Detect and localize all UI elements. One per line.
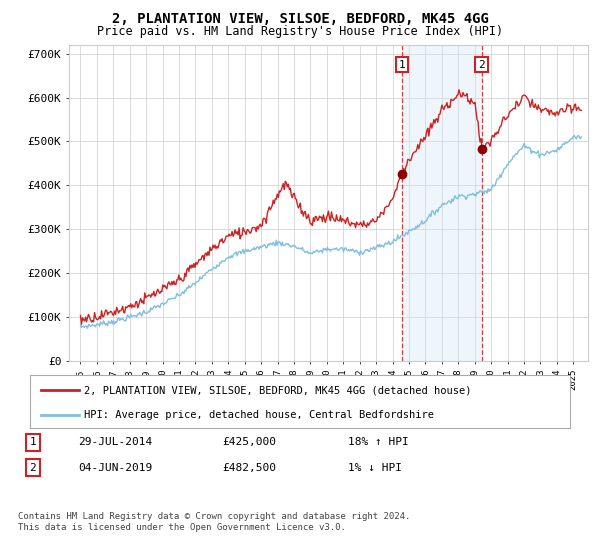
Text: 2: 2 — [478, 59, 485, 69]
Text: 04-JUN-2019: 04-JUN-2019 — [78, 463, 152, 473]
Text: 2: 2 — [29, 463, 37, 473]
Text: Price paid vs. HM Land Registry's House Price Index (HPI): Price paid vs. HM Land Registry's House … — [97, 25, 503, 38]
Text: 1: 1 — [29, 437, 37, 447]
Text: 29-JUL-2014: 29-JUL-2014 — [78, 437, 152, 447]
Text: HPI: Average price, detached house, Central Bedfordshire: HPI: Average price, detached house, Cent… — [84, 409, 434, 419]
Text: 1% ↓ HPI: 1% ↓ HPI — [348, 463, 402, 473]
Text: 2, PLANTATION VIEW, SILSOE, BEDFORD, MK45 4GG (detached house): 2, PLANTATION VIEW, SILSOE, BEDFORD, MK4… — [84, 385, 472, 395]
Text: 1: 1 — [398, 59, 405, 69]
Text: 18% ↑ HPI: 18% ↑ HPI — [348, 437, 409, 447]
Text: £425,000: £425,000 — [222, 437, 276, 447]
Bar — [402, 45, 482, 361]
Text: Contains HM Land Registry data © Crown copyright and database right 2024.
This d: Contains HM Land Registry data © Crown c… — [18, 512, 410, 532]
Text: £482,500: £482,500 — [222, 463, 276, 473]
Text: 2, PLANTATION VIEW, SILSOE, BEDFORD, MK45 4GG: 2, PLANTATION VIEW, SILSOE, BEDFORD, MK4… — [112, 12, 488, 26]
